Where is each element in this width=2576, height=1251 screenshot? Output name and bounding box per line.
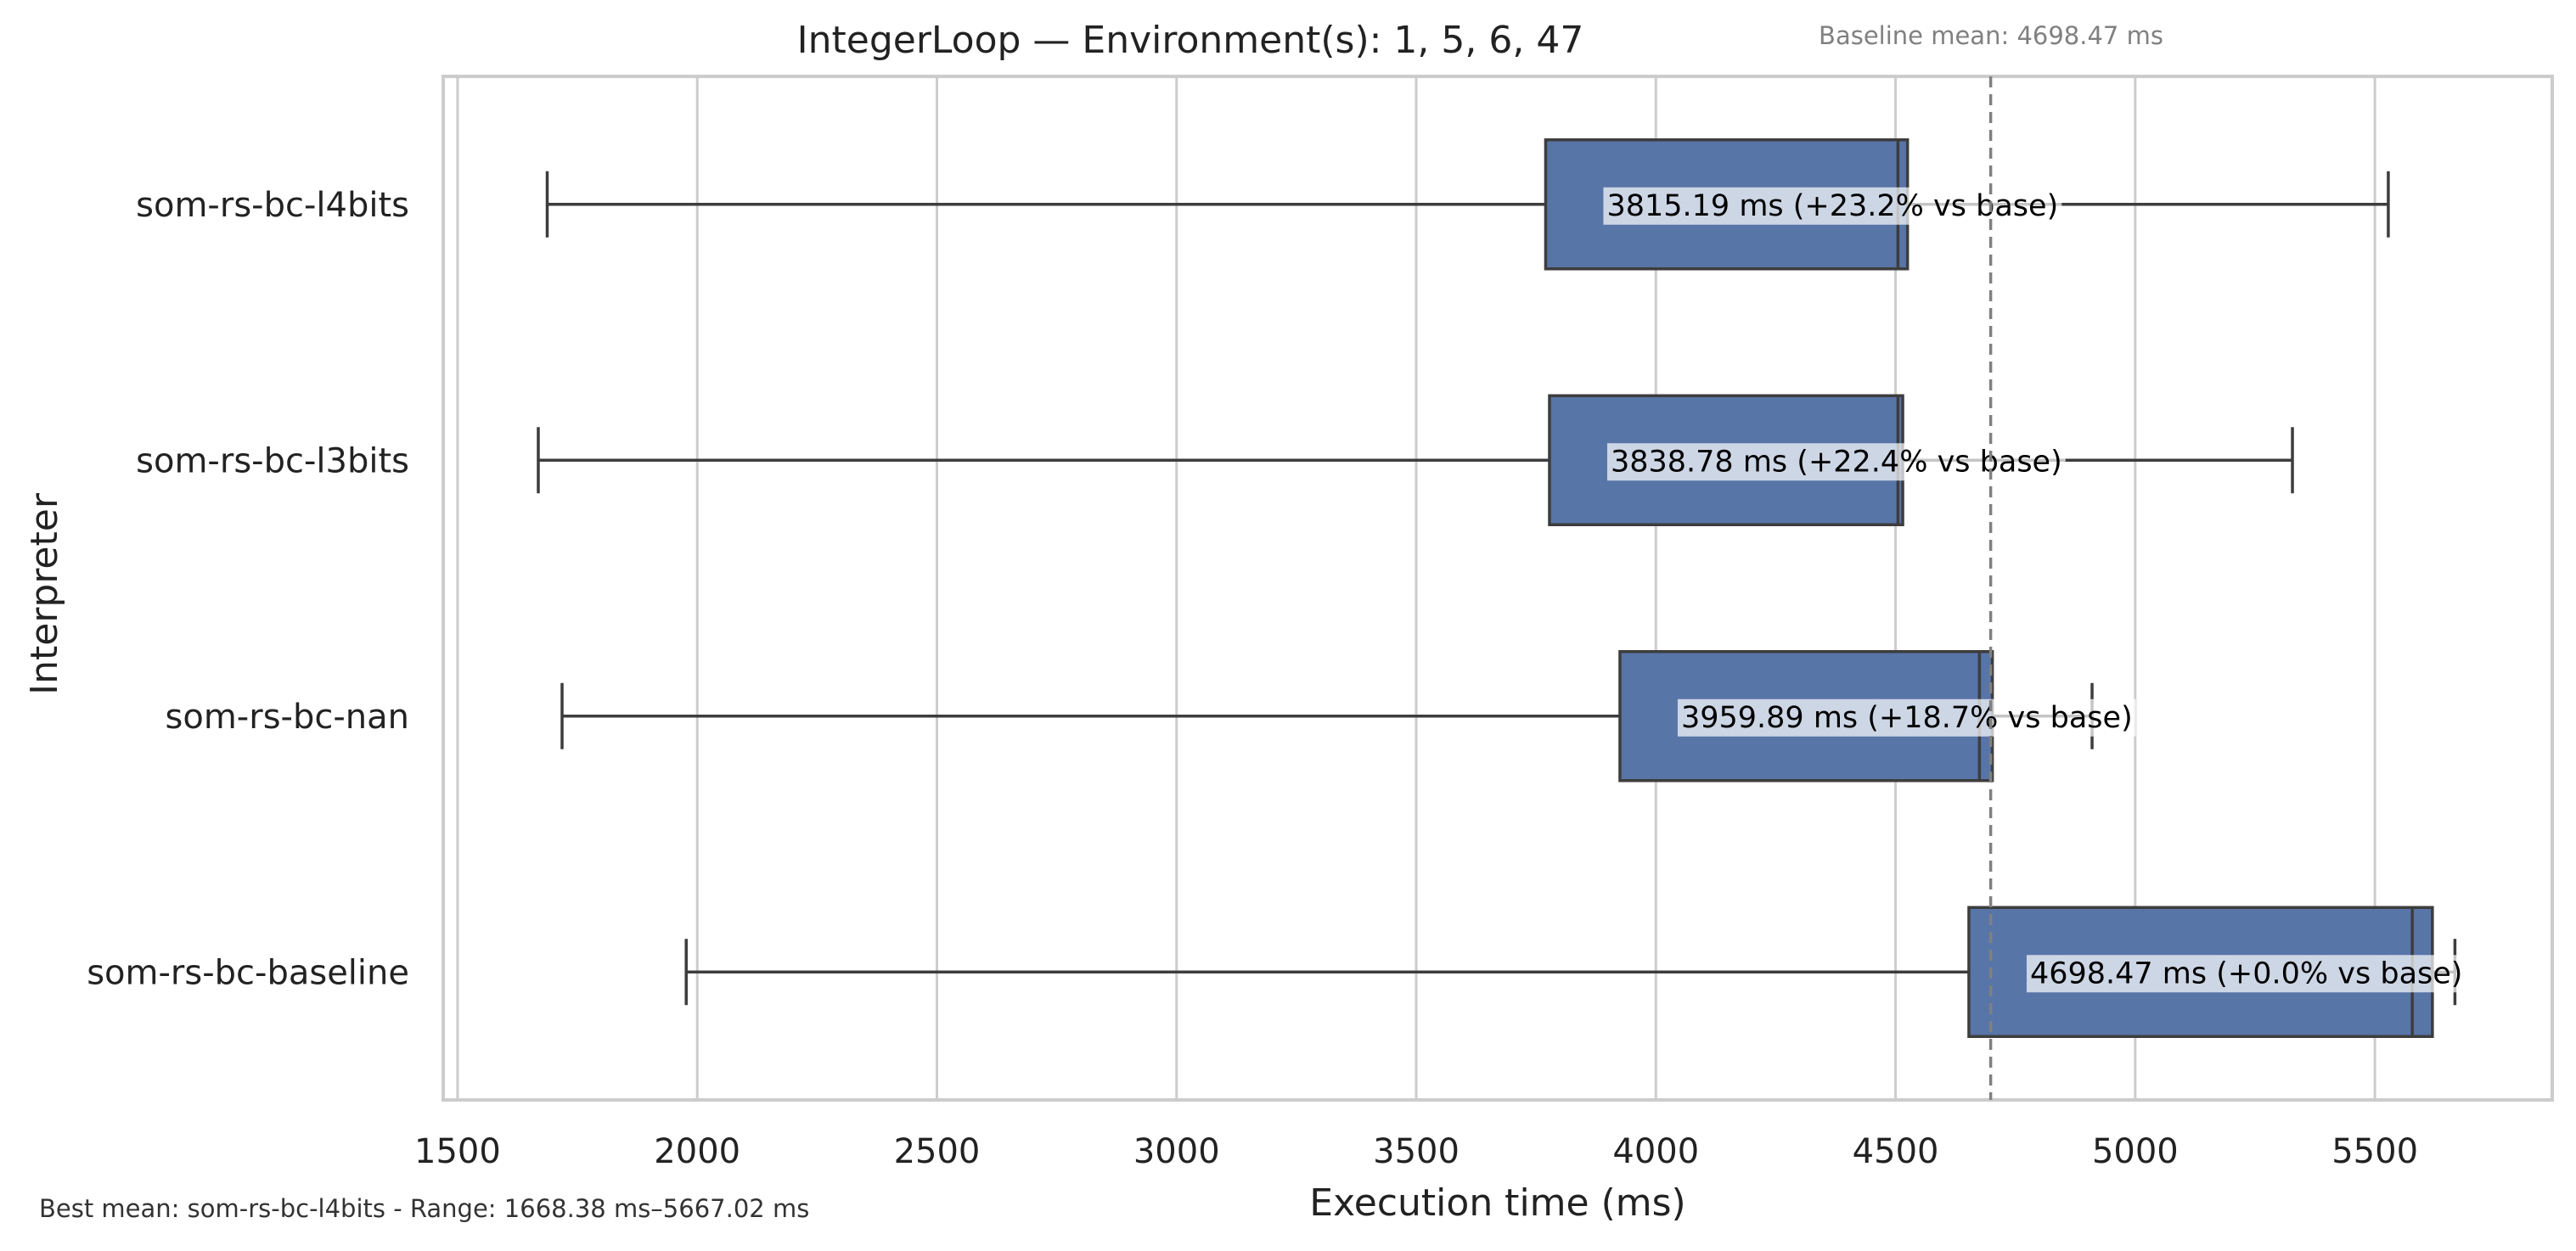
x-tick-label: 4500 [1853, 1132, 1939, 1171]
x-tick-label: 3500 [1373, 1132, 1460, 1171]
box-som-rs-bc-l4bits: 3815.19 ms (+23.2% vs base) [545, 138, 2390, 271]
x-tick-label: 4000 [1612, 1132, 1699, 1171]
y-tick-label: som-rs-bc-l3bits [136, 441, 409, 480]
x-axis-label: Execution time (ms) [1309, 1181, 1685, 1225]
mean-label: 4698.47 ms (+0.0% vs base) [2030, 956, 2463, 990]
mean-annotation: 4698.47 ms (+0.0% vs base) [2026, 955, 2466, 993]
x-tick-label: 5000 [2092, 1132, 2179, 1171]
mean-label-background [1677, 698, 2136, 737]
mean-label: 3838.78 ms (+22.4% vs base) [1611, 445, 2062, 479]
mean-label-background [2026, 955, 2466, 993]
box-som-rs-bc-nan: 3959.89 ms (+18.7% vs base) [560, 650, 2136, 783]
x-tick-label: 2000 [654, 1132, 740, 1171]
footer-note: Best mean: som-rs-bc-l4bits - Range: 166… [39, 1194, 809, 1223]
mean-label: 3959.89 ms (+18.7% vs base) [1681, 701, 2133, 735]
chart-title: IntegerLoop — Environment(s): 1, 5, 6, 4… [797, 19, 1584, 62]
baseline-mean-label: Baseline mean: 4698.47 ms [1819, 21, 2163, 50]
y-axis-ticks: som-rs-bc-l4bits som-rs-bc-l3bits som-rs-b… [87, 186, 409, 993]
mean-annotation: 3815.19 ms (+23.2% vs base) [1603, 187, 2062, 225]
x-tick-label: 2500 [894, 1132, 981, 1171]
x-tick-label: 3000 [1133, 1132, 1220, 1171]
box-som-rs-bc-l3bits: 3838.78 ms (+22.4% vs base) [537, 394, 2294, 526]
mean-label: 3815.19 ms (+23.2% vs base) [1606, 189, 2058, 223]
mean-annotation: 3959.89 ms (+18.7% vs base) [1677, 698, 2136, 737]
plot-frame [442, 75, 2554, 1102]
y-axis-label: Interpreter [23, 492, 66, 695]
mean-label-background [1606, 443, 2066, 481]
y-tick-label: som-rs-bc-l4bits [136, 186, 409, 225]
x-tick-label: 5500 [2331, 1132, 2418, 1171]
y-tick-label: som-rs-bc-nan [166, 698, 409, 737]
y-tick-label: som-rs-bc-baseline [87, 953, 409, 992]
x-tick-label: 1500 [414, 1132, 501, 1171]
box-som-rs-bc-baseline: 4698.47 ms (+0.0% vs base) [684, 906, 2466, 1038]
boxplot-series: 3815.19 ms (+23.2% vs base) 3838.78 ms (+… [537, 138, 2466, 1038]
x-axis-ticks: 1500 2000 2500 3000 3500 4000 4500 5000 5500 [414, 1132, 2418, 1171]
mean-label-background [1603, 187, 2062, 225]
mean-annotation: 3838.78 ms (+22.4% vs base) [1606, 443, 2066, 481]
